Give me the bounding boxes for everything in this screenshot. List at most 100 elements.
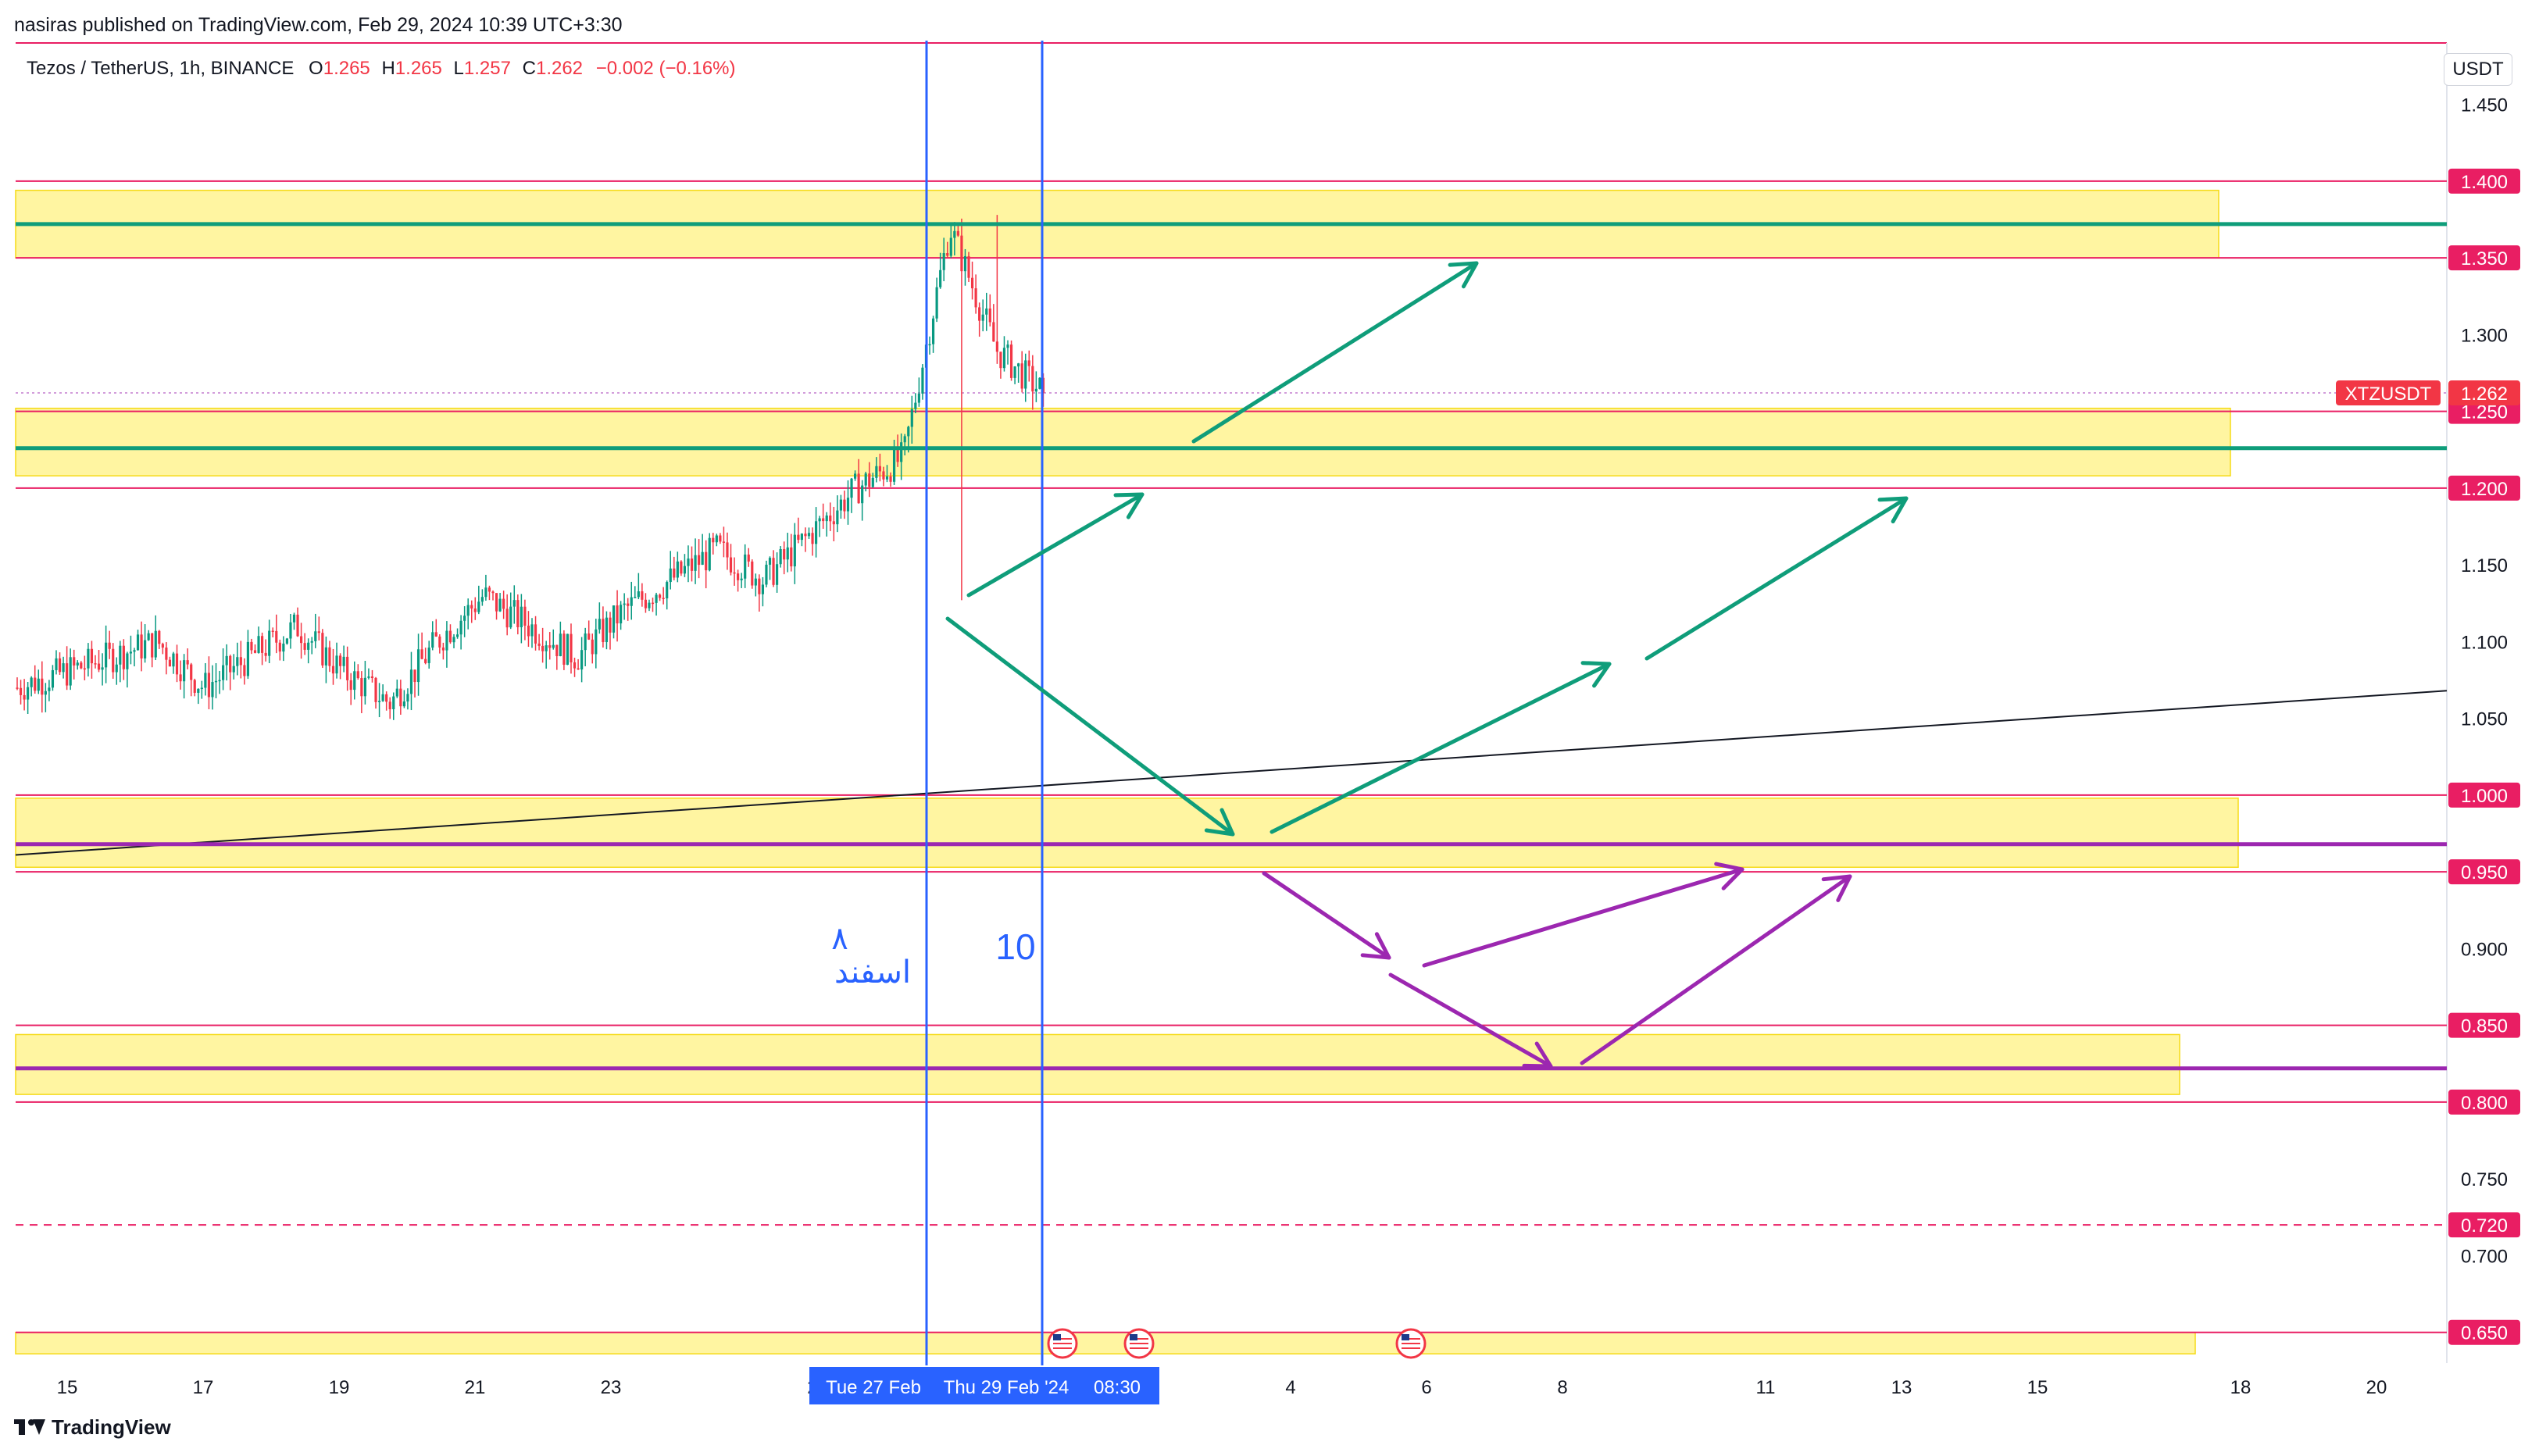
candle-body — [385, 694, 388, 702]
candle-body — [786, 547, 789, 560]
candle-body — [448, 630, 452, 643]
currency-button[interactable]: USDT — [2444, 53, 2512, 86]
candle-body — [616, 605, 619, 624]
candle-body — [197, 688, 200, 693]
candle-body — [612, 605, 616, 633]
candle-body — [935, 287, 938, 319]
candle-body — [853, 473, 857, 479]
candle-body — [566, 633, 570, 665]
candle-body — [314, 631, 317, 641]
candle-body — [147, 633, 150, 641]
time-tick-label: 23 — [601, 1377, 622, 1398]
candle-body — [438, 636, 441, 648]
candle-body — [19, 687, 23, 695]
candle-body — [548, 645, 552, 648]
time-highlight-label: Tue 27 Feb — [826, 1377, 921, 1398]
candle-body — [445, 630, 448, 651]
candle-body — [814, 521, 818, 544]
candle-body — [1038, 377, 1041, 389]
candle-body — [609, 617, 612, 633]
candle-body — [317, 631, 320, 633]
candle-body — [484, 587, 487, 598]
candle-body — [683, 566, 687, 574]
candle-body — [158, 630, 161, 644]
candle-body — [395, 688, 398, 697]
candle-body — [381, 694, 384, 701]
candle-body — [374, 677, 377, 702]
time-tick-label: 13 — [1891, 1377, 1912, 1398]
candle-body — [161, 644, 164, 648]
candle-body — [133, 650, 136, 652]
candle-body — [666, 582, 669, 599]
time-tick-label: 4 — [1285, 1377, 1295, 1398]
candle-body — [299, 636, 303, 644]
candle-body — [211, 682, 214, 698]
time-tick-label: 15 — [57, 1377, 78, 1398]
price-tick-label: 1.150 — [2461, 555, 2508, 576]
candle-body — [673, 568, 676, 578]
purple-arrow — [1388, 972, 1553, 1069]
purple-arrow — [1262, 871, 1391, 960]
candle-body — [701, 551, 704, 566]
candle-body — [598, 619, 601, 630]
candle-body — [268, 630, 271, 656]
candle-body — [595, 629, 598, 655]
candle-body — [931, 318, 935, 344]
purple-arrow — [1422, 867, 1744, 968]
vertical-lines-layer — [925, 41, 1044, 1365]
candle-body — [282, 643, 285, 652]
ascending-trendline — [15, 690, 2448, 856]
candle-body — [790, 547, 793, 567]
candle-body — [776, 564, 779, 585]
symbol-name[interactable]: Tezos / TetherUS, 1h, BINANCE — [27, 58, 295, 79]
candle-body — [207, 673, 211, 698]
candle-body — [498, 598, 502, 612]
candle-body — [953, 230, 956, 238]
candle-body — [537, 643, 541, 646]
candle-body — [246, 641, 250, 676]
purple-arrow — [1580, 874, 1852, 1065]
time-tick-label: 11 — [1756, 1377, 1776, 1398]
level-price-tag-label: 1.200 — [2461, 479, 2508, 500]
candle-body — [967, 255, 970, 278]
green-arrow — [1270, 662, 1612, 834]
candle-body — [516, 600, 520, 627]
candle-body — [129, 651, 133, 654]
candle-body — [659, 594, 662, 598]
candle-body — [1002, 348, 1006, 369]
candle-body — [76, 662, 79, 666]
green-arrow — [1191, 261, 1479, 444]
candle-body — [970, 277, 974, 289]
tradingview-brand: TradingView — [52, 1415, 171, 1439]
low-label: L — [453, 58, 464, 79]
symbol-legend: Tezos / TetherUS, 1h, BINANCE O1.265 H1.… — [27, 58, 736, 80]
candle-body — [420, 649, 423, 659]
candle-body — [729, 557, 733, 573]
tradingview-logo[interactable]: TradingView — [14, 1415, 171, 1440]
candle-body — [999, 352, 1002, 369]
candle-body — [122, 645, 125, 669]
candle-body — [105, 642, 108, 668]
candle-body — [662, 598, 665, 599]
candle-body — [424, 658, 427, 663]
candle-body — [200, 687, 203, 690]
candle-body — [257, 636, 260, 653]
annotation-day-number: ۸ — [831, 921, 848, 957]
time-tick-label: 19 — [329, 1377, 350, 1398]
candle-body — [836, 510, 839, 525]
candle-body — [190, 664, 193, 680]
candle-body — [1017, 363, 1020, 367]
candle-body — [907, 426, 910, 437]
publisher-line: nasiras published on TradingView.com, Fe… — [14, 14, 623, 37]
candle-body — [825, 515, 828, 522]
candle-body — [726, 542, 729, 558]
candle-body — [914, 402, 917, 409]
candle-body — [90, 648, 94, 664]
candle-body — [232, 666, 235, 673]
level-price-tag — [2448, 168, 2520, 194]
candle-body — [811, 533, 814, 544]
symbol-tag-label: XTZUSDT — [2345, 384, 2432, 405]
candle-body — [360, 678, 363, 697]
support-resistance-zone — [15, 1331, 2196, 1354]
